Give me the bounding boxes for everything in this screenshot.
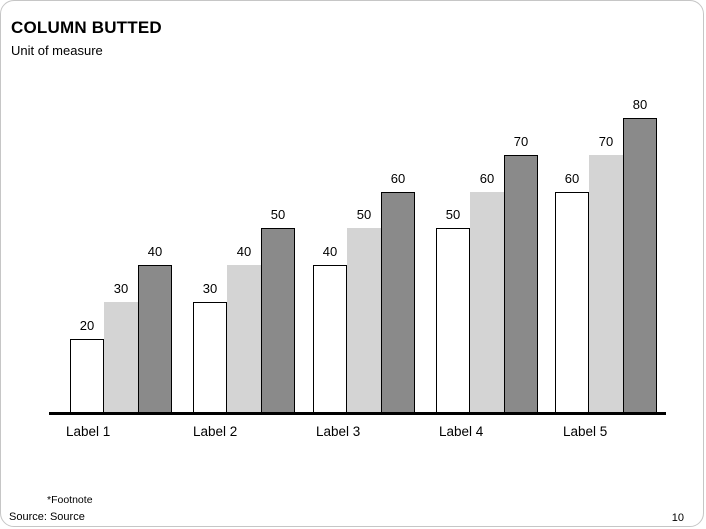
bar-dark-gray-group-2 <box>261 228 295 412</box>
category-label-1: Label 1 <box>66 424 111 439</box>
value-label-light-gray-group-1: 30 <box>113 281 129 296</box>
value-label-dark-gray-group-4: 70 <box>513 134 529 149</box>
value-label-light-gray-group-3: 50 <box>356 207 372 222</box>
footnote: *Footnote <box>47 494 93 506</box>
unit-of-measure-label: Unit of measure <box>11 43 103 58</box>
value-label-dark-gray-group-5: 80 <box>632 97 648 112</box>
category-label-2: Label 2 <box>193 424 238 439</box>
value-label-light-gray-group-5: 70 <box>598 134 614 149</box>
category-label-4: Label 4 <box>439 424 484 439</box>
bar-dark-gray-group-1 <box>138 265 172 412</box>
bar-white-group-2 <box>193 302 227 412</box>
value-label-dark-gray-group-3: 60 <box>390 171 406 186</box>
source-line: Source: Source <box>9 511 85 523</box>
bar-white-group-3 <box>313 265 347 412</box>
value-label-white-group-1: 20 <box>79 318 95 333</box>
bar-light-gray-group-5 <box>589 155 623 412</box>
page-number: 10 <box>671 512 684 524</box>
value-label-dark-gray-group-2: 50 <box>270 207 286 222</box>
value-label-white-group-4: 50 <box>445 207 461 222</box>
bar-white-group-4 <box>436 228 470 412</box>
value-label-white-group-3: 40 <box>322 244 338 259</box>
category-label-5: Label 5 <box>563 424 608 439</box>
bar-light-gray-group-2 <box>227 265 261 412</box>
value-label-white-group-2: 30 <box>202 281 218 296</box>
bar-light-gray-group-3 <box>347 228 381 412</box>
bar-light-gray-group-4 <box>470 192 504 412</box>
bar-dark-gray-group-5 <box>623 118 657 412</box>
slide-title: COLUMN BUTTED <box>11 18 162 37</box>
bar-dark-gray-group-4 <box>504 155 538 412</box>
bar-white-group-5 <box>555 192 589 412</box>
bar-white-group-1 <box>70 339 104 412</box>
category-label-3: Label 3 <box>316 424 361 439</box>
value-label-light-gray-group-2: 40 <box>236 244 252 259</box>
x-axis-baseline <box>49 412 666 415</box>
value-label-dark-gray-group-1: 40 <box>147 244 163 259</box>
bar-light-gray-group-1 <box>104 302 138 412</box>
value-label-white-group-5: 60 <box>564 171 580 186</box>
value-label-light-gray-group-4: 60 <box>479 171 495 186</box>
bar-dark-gray-group-3 <box>381 192 415 412</box>
